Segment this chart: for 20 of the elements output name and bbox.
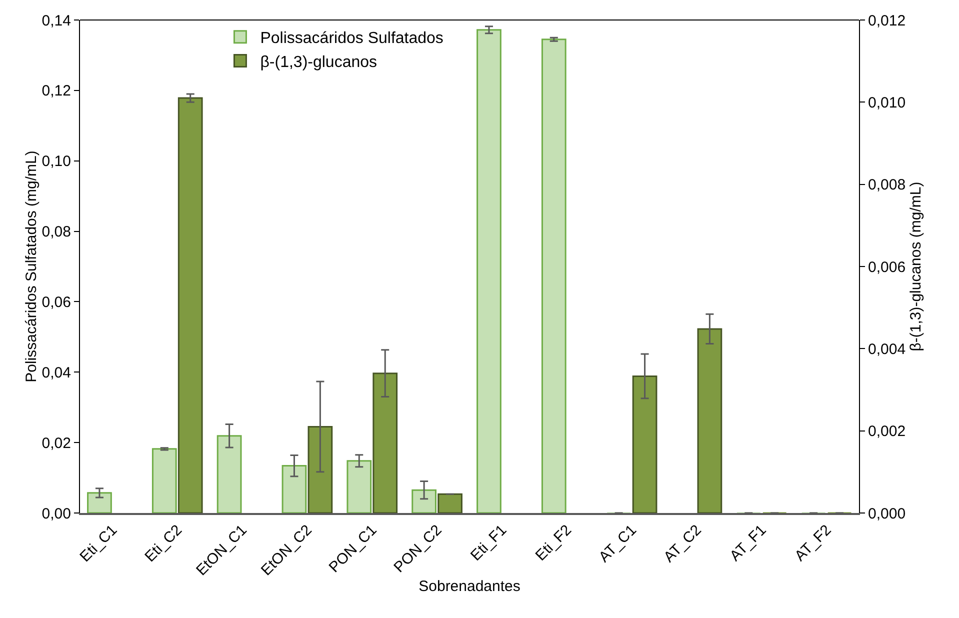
y-tick-label: 0,14: [42, 12, 71, 30]
y2-tick-label: 0,000: [868, 505, 906, 522]
y2-tick-label: 0,002: [868, 423, 906, 440]
y2-tick-label: 0,008: [868, 176, 906, 194]
legend-label: β-(1,3)-glucanos: [260, 54, 378, 71]
y2-tick-label: 0,006: [868, 258, 906, 276]
y2-tick-label: 0,010: [868, 94, 906, 112]
y-tick-label: 0,08: [42, 224, 71, 241]
y-tick-label: 0,06: [42, 294, 71, 311]
y2-tick-label: 0,012: [868, 12, 906, 30]
y-tick-label: 0,02: [42, 434, 71, 452]
y-tick-label: 0,04: [42, 364, 71, 382]
y-tick-label: 0,00: [42, 505, 71, 522]
x-axis-title: Sobrenadantes: [418, 578, 520, 596]
y-axis-title: Polissacáridos Sulfatados (mg/mL): [22, 150, 40, 382]
y2-axis-title: β-(1,3)-glucanos (mg/mL): [908, 182, 925, 352]
y2-tick-label: 0,004: [868, 340, 906, 358]
y-tick-label: 0,12: [42, 82, 71, 100]
y-tick-label: 0,10: [42, 153, 71, 170]
legend-label: Polissacáridos Sulfatados: [260, 30, 444, 48]
